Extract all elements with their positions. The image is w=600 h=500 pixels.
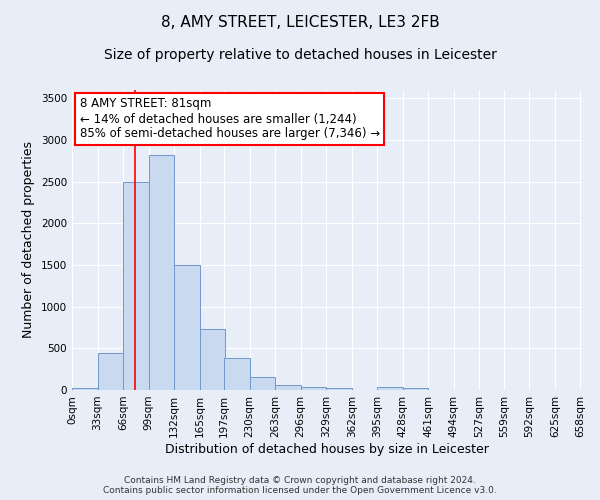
Bar	[301, 386, 326, 390]
Bar	[199, 329, 225, 390]
X-axis label: Distribution of detached houses by size in Leicester: Distribution of detached houses by size …	[165, 442, 489, 456]
Text: 8 AMY STREET: 81sqm
← 14% of detached houses are smaller (1,244)
85% of semi-det: 8 AMY STREET: 81sqm ← 14% of detached ho…	[80, 98, 380, 140]
Bar	[326, 388, 352, 390]
Bar	[149, 155, 174, 390]
Text: 8, AMY STREET, LEICESTER, LE3 2FB: 8, AMY STREET, LEICESTER, LE3 2FB	[161, 15, 439, 30]
Bar	[72, 388, 97, 390]
Text: Contains HM Land Registry data © Crown copyright and database right 2024.
Contai: Contains HM Land Registry data © Crown c…	[103, 476, 497, 495]
Bar	[403, 388, 428, 390]
Bar	[174, 265, 199, 390]
Y-axis label: Number of detached properties: Number of detached properties	[22, 142, 35, 338]
Bar	[224, 358, 250, 390]
Bar	[250, 377, 275, 390]
Bar	[97, 352, 123, 390]
Bar	[377, 386, 403, 390]
Text: Size of property relative to detached houses in Leicester: Size of property relative to detached ho…	[104, 48, 496, 62]
Bar	[123, 182, 149, 390]
Bar	[275, 384, 301, 390]
